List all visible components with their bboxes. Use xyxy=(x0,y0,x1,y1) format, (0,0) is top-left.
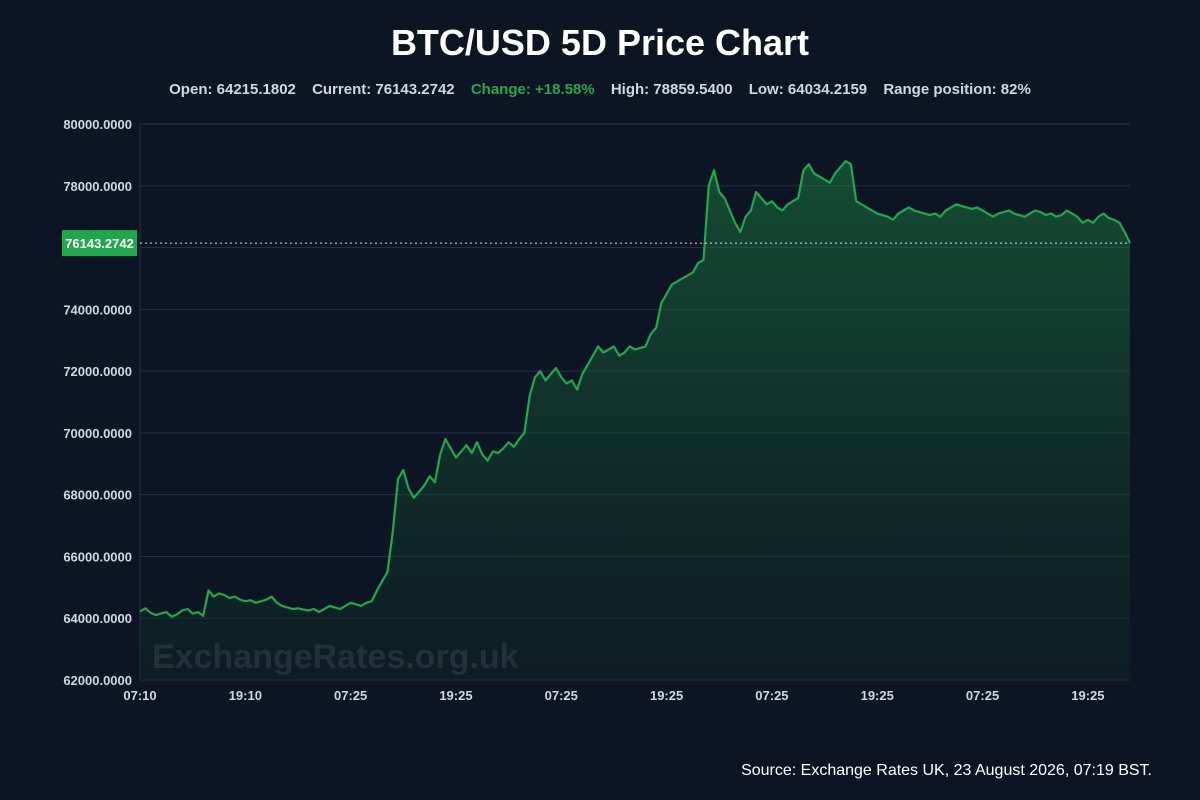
x-tick-label: 07:25 xyxy=(966,688,999,703)
y-tick-label: 72000.0000 xyxy=(63,364,132,379)
current-price-label: 76143.2742 xyxy=(65,236,134,251)
x-tick-label: 19:25 xyxy=(861,688,894,703)
y-tick-label: 64000.0000 xyxy=(63,611,132,626)
stat-high: High: 78859.5400 xyxy=(610,81,733,98)
x-tick-label: 19:25 xyxy=(650,688,683,703)
stat-current: Current: 76143.2742 xyxy=(312,81,455,98)
price-line xyxy=(139,160,1131,618)
current-price-badge xyxy=(62,230,137,257)
y-tick-label: 80000.0000 xyxy=(63,117,132,132)
x-tick-label: 07:25 xyxy=(545,688,578,703)
x-tick-label: 07:25 xyxy=(334,688,367,703)
x-tick-label: 19:25 xyxy=(1071,688,1104,703)
stat-change: Change: +18.58% xyxy=(470,81,595,98)
price-area xyxy=(140,161,1130,681)
x-tick-label: 07:25 xyxy=(755,688,788,703)
y-tick-label: 66000.0000 xyxy=(63,549,132,564)
x-tick-label: 19:10 xyxy=(229,688,262,703)
stat-open: Open: 64215.1802 xyxy=(169,81,296,98)
stats-bar: Open: 64215.1802 Current: 76143.2742 Cha… xyxy=(0,81,1200,98)
y-tick-label: 68000.0000 xyxy=(63,488,132,503)
y-tick-label: 70000.0000 xyxy=(63,426,132,441)
y-tick-label: 78000.0000 xyxy=(63,179,132,194)
x-tick-label: 19:25 xyxy=(439,688,472,703)
source-note: Source: Exchange Rates UK, 23 August 202… xyxy=(741,762,1152,779)
x-tick-label: 07:10 xyxy=(123,688,156,703)
page-title: BTC/USD 5D Price Chart xyxy=(390,22,810,63)
stat-range-position: Range position: 82% xyxy=(883,81,1031,98)
y-tick-label: 74000.0000 xyxy=(63,302,132,317)
stat-low: Low: 64034.2159 xyxy=(748,81,868,98)
y-tick-label: 62000.0000 xyxy=(63,673,132,688)
